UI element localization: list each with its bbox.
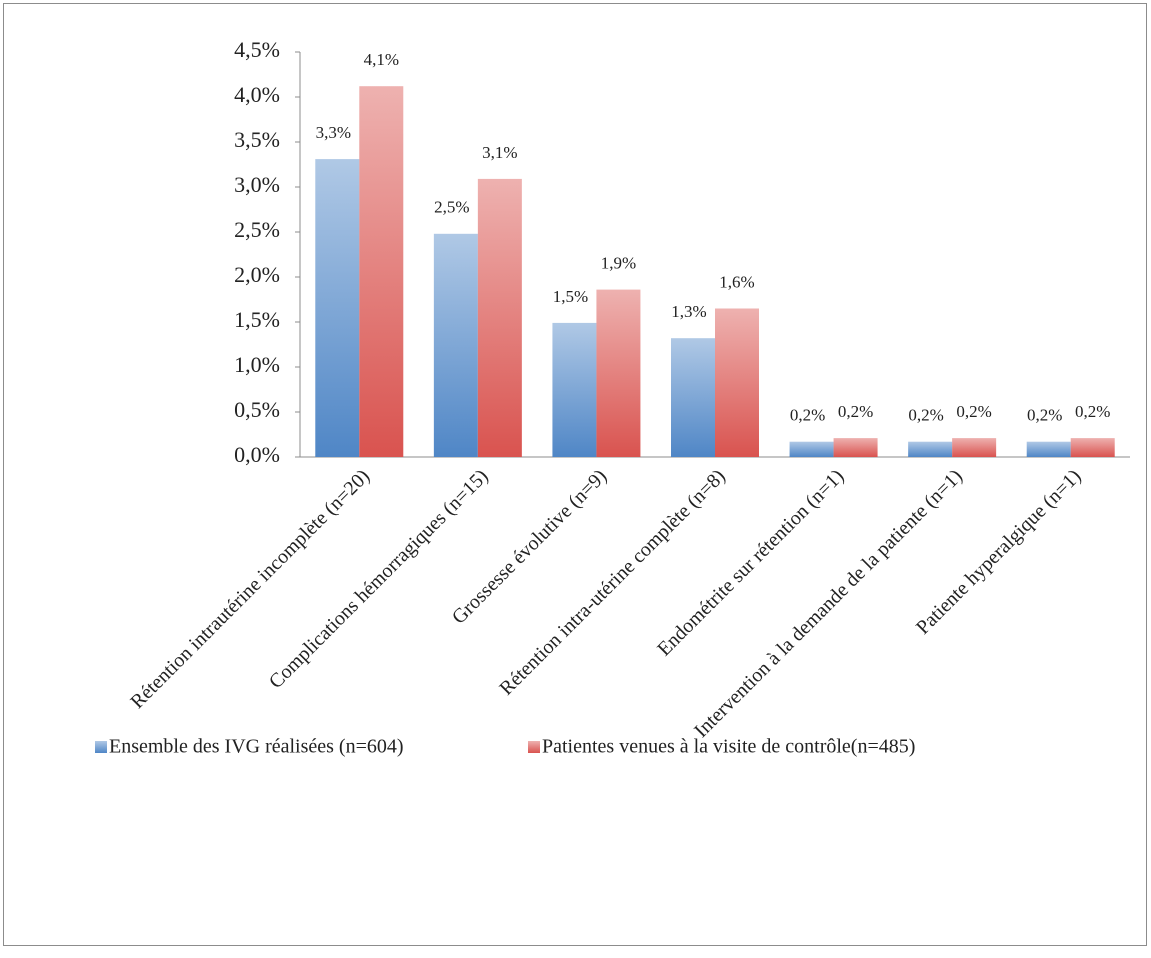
data-label: 2,5% <box>434 198 469 217</box>
bar <box>1026 441 1071 457</box>
y-tick-label: 4,0% <box>234 82 280 107</box>
bar <box>359 86 404 457</box>
y-tick-label: 0,5% <box>234 397 280 422</box>
legend-label: Ensemble des IVG réalisées (n=604) <box>109 736 404 758</box>
data-label: 0,2% <box>956 402 991 421</box>
legend-label: Patientes venues à la visite de contrôle… <box>542 736 915 758</box>
bar <box>1070 438 1115 457</box>
bar <box>552 322 597 457</box>
bar <box>596 289 641 457</box>
data-label: 0,2% <box>1027 406 1062 425</box>
bar <box>833 438 878 457</box>
y-tick-label: 0,0% <box>234 442 280 467</box>
data-label: 3,3% <box>316 123 351 142</box>
bar <box>671 338 715 457</box>
y-tick-label: 3,0% <box>234 172 280 197</box>
y-tick-label: 1,5% <box>234 307 280 332</box>
data-label: 1,6% <box>719 272 754 291</box>
chart-frame <box>3 3 1147 946</box>
data-label: 0,2% <box>790 406 825 425</box>
bar <box>908 441 953 457</box>
y-tick-label: 1,0% <box>234 352 280 377</box>
y-tick-label: 4,5% <box>234 37 280 62</box>
y-tick-label: 2,0% <box>234 262 280 287</box>
bar <box>715 308 759 457</box>
data-label: 1,9% <box>601 254 636 273</box>
data-label: 0,2% <box>838 402 873 421</box>
y-tick-label: 3,5% <box>234 127 280 152</box>
data-label: 0,2% <box>1075 402 1110 421</box>
bar <box>433 233 478 457</box>
data-label: 4,1% <box>364 50 399 69</box>
data-label: 3,1% <box>482 143 517 162</box>
legend-swatch <box>528 741 540 753</box>
legend-swatch <box>95 741 107 753</box>
bar <box>789 441 834 457</box>
data-label: 0,2% <box>908 406 943 425</box>
bar <box>477 178 522 457</box>
y-tick-label: 2,5% <box>234 217 280 242</box>
data-label: 1,3% <box>671 302 706 321</box>
bar <box>315 159 360 457</box>
bar <box>952 438 997 457</box>
data-label: 1,5% <box>553 287 588 306</box>
